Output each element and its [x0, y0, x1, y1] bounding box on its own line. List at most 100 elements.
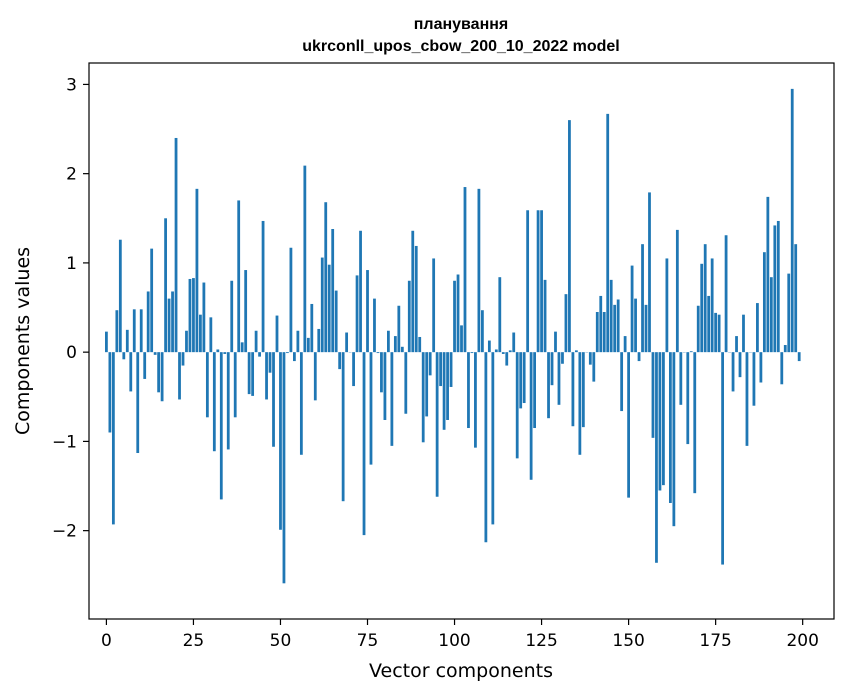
bar-136 — [578, 352, 582, 455]
bar-161 — [665, 258, 669, 353]
bar-18 — [167, 298, 171, 353]
bar-153 — [637, 352, 641, 362]
bar-162 — [668, 352, 672, 503]
bar-32 — [216, 349, 220, 353]
bar-51 — [282, 352, 286, 584]
bar-25 — [192, 278, 195, 353]
bar-26 — [195, 188, 199, 353]
bar-139 — [588, 352, 592, 365]
bar-52 — [286, 352, 289, 354]
bar-105 — [470, 352, 474, 354]
bar-187 — [756, 303, 759, 353]
bar-89 — [414, 245, 418, 353]
bar-36 — [230, 280, 234, 353]
bar-160 — [662, 352, 665, 486]
bar-127 — [547, 352, 550, 419]
bar-27 — [199, 314, 202, 353]
bar-141 — [595, 312, 599, 353]
bar-168 — [689, 351, 693, 353]
x-tick-label-2: 50 — [270, 631, 292, 651]
bar-54 — [293, 352, 296, 362]
y-axis-label: Components values — [12, 247, 34, 435]
bar-107 — [477, 188, 481, 353]
bar-149 — [623, 336, 627, 353]
bar-126 — [543, 279, 547, 353]
bar-178 — [724, 235, 728, 353]
bar-131 — [561, 352, 564, 364]
bar-122 — [529, 352, 533, 480]
bar-148 — [620, 352, 624, 412]
bar-190 — [766, 196, 770, 353]
y-tick-label-3: 1 — [66, 254, 77, 274]
bar-17 — [164, 218, 167, 353]
bar-193 — [776, 220, 780, 353]
bar-65 — [331, 229, 335, 353]
bar-12 — [146, 291, 150, 353]
bar-22 — [181, 352, 185, 366]
x-axis-label: Vector components — [369, 660, 553, 682]
bar-198 — [794, 244, 798, 353]
bar-143 — [602, 312, 606, 353]
bar-47 — [268, 352, 272, 373]
bar-150 — [627, 352, 630, 498]
bar-33 — [219, 352, 223, 500]
bar-38 — [237, 200, 241, 353]
x-tick-label-4: 100 — [438, 631, 470, 651]
bar-156 — [648, 192, 651, 353]
bar-167 — [686, 352, 690, 445]
bar-197 — [790, 88, 794, 353]
bar-23 — [185, 330, 188, 353]
bar-60 — [313, 352, 317, 401]
bar-151 — [630, 265, 634, 353]
bar-111 — [491, 352, 495, 525]
bar-99 — [449, 352, 453, 387]
bar-90 — [418, 336, 422, 353]
bar-21 — [178, 352, 181, 400]
bar-195 — [783, 345, 787, 353]
bar-158 — [655, 352, 658, 563]
bar-11 — [143, 352, 147, 379]
bar-159 — [658, 352, 662, 491]
bar-48 — [272, 352, 275, 447]
bar-81 — [387, 330, 390, 353]
bar-124 — [536, 210, 540, 353]
bar-62 — [320, 257, 324, 353]
bar-102 — [460, 325, 463, 353]
bar-118 — [515, 352, 519, 459]
bar-152 — [634, 298, 637, 353]
x-tick-label-7: 175 — [699, 631, 731, 651]
bar-39 — [240, 342, 244, 353]
bar-142 — [599, 295, 603, 353]
chart-title-line2: ukrconll_upos_cbow_200_10_2022 model — [302, 38, 619, 55]
x-tick-label-5: 125 — [525, 631, 557, 651]
bar-130 — [557, 352, 561, 405]
bar-75 — [366, 270, 369, 353]
bar-56 — [299, 352, 303, 455]
bar-114 — [501, 352, 505, 354]
x-tick-label-8: 200 — [786, 631, 818, 651]
bar-4 — [118, 239, 122, 353]
y-tick-label-0: −2 — [52, 522, 77, 542]
bar-93 — [428, 352, 432, 376]
bar-77 — [373, 298, 376, 353]
bar-94 — [432, 258, 436, 353]
bar-19 — [171, 291, 174, 353]
bars-group — [105, 88, 801, 584]
chart-title-line1: планування — [414, 16, 508, 33]
bar-58 — [306, 337, 310, 353]
bar-10 — [139, 309, 143, 353]
bar-191 — [769, 277, 773, 353]
bar-184 — [745, 352, 749, 446]
bar-84 — [397, 305, 401, 353]
bar-91 — [421, 352, 425, 443]
bar-196 — [787, 273, 791, 353]
bar-6 — [125, 329, 129, 353]
bar-135 — [574, 350, 578, 353]
bar-72 — [355, 275, 359, 353]
bar-96 — [439, 352, 443, 387]
bar-34 — [223, 352, 227, 354]
bar-1 — [108, 352, 112, 433]
bar-174 — [710, 258, 714, 353]
bar-28 — [202, 282, 206, 353]
bar-46 — [265, 352, 268, 400]
